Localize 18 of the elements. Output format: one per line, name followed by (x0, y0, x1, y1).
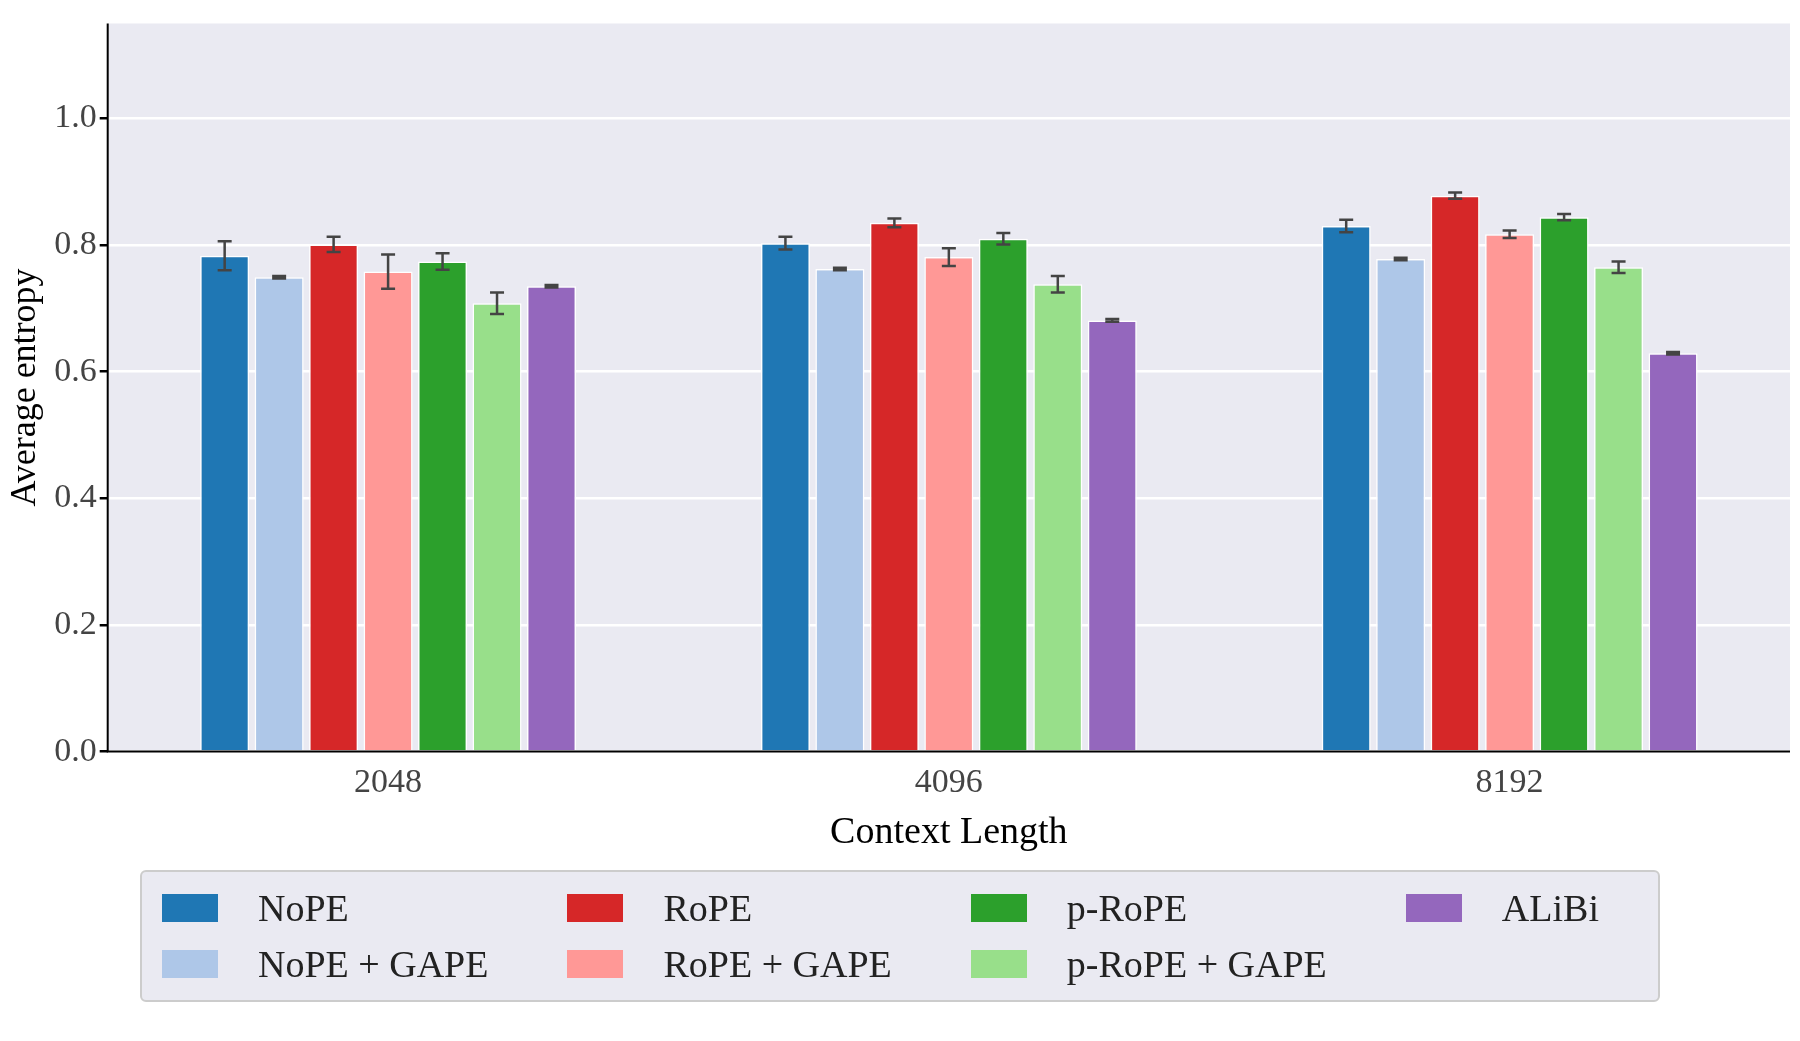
y-tick-label: 1.0 (54, 97, 97, 135)
y-axis-title: Average entropy (3, 268, 44, 507)
legend-label: ALiBi (1501, 886, 1599, 930)
y-tick-label: 0.4 (54, 477, 97, 515)
x-axis-title: Context Length (830, 809, 1068, 852)
legend-label: p-RoPE (1066, 886, 1188, 930)
legend-label: RoPE + GAPE (663, 942, 892, 986)
y-tick-label: 0.2 (54, 603, 97, 641)
legend-label: RoPE (663, 886, 753, 930)
legend-label: NoPE (258, 886, 349, 930)
legend-label: p-RoPE + GAPE (1066, 942, 1327, 986)
legend-label: NoPE + GAPE (258, 942, 489, 986)
y-tick-label: 0.0 (54, 730, 97, 768)
y-tick-label: 0.8 (54, 223, 97, 261)
x-tick-label: 8192 (1475, 761, 1544, 799)
x-tick-label: 4096 (914, 761, 983, 799)
x-tick-label: 2048 (354, 761, 423, 799)
y-tick-label: 0.6 (54, 350, 97, 388)
